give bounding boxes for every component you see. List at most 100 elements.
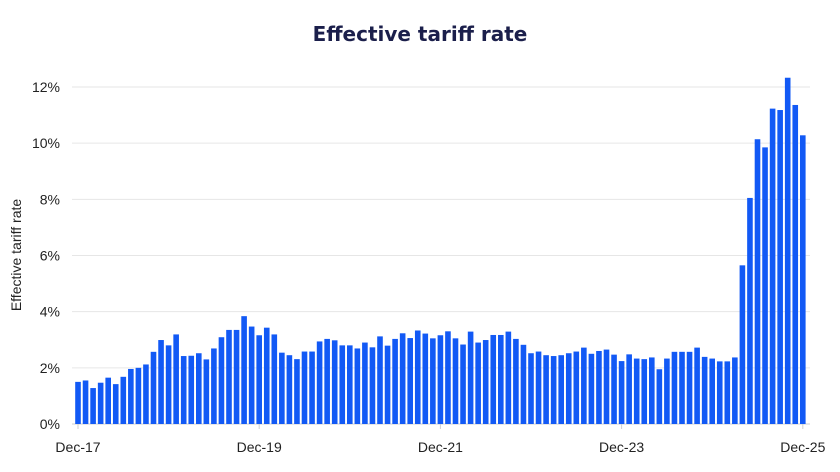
bar xyxy=(430,338,436,424)
chart-title: Effective tariff rate xyxy=(312,22,528,46)
bar xyxy=(573,351,580,424)
bar xyxy=(105,377,111,424)
y-tick-label: 8% xyxy=(40,191,60,207)
bar xyxy=(445,331,451,424)
bar xyxy=(460,344,466,424)
y-tick-label: 6% xyxy=(40,248,60,264)
bar xyxy=(135,367,142,424)
bar xyxy=(694,347,700,424)
bar xyxy=(543,355,549,424)
bar xyxy=(248,326,255,424)
bar xyxy=(520,344,527,424)
bar xyxy=(490,334,497,424)
bar xyxy=(777,110,783,425)
bar xyxy=(513,338,519,424)
bar xyxy=(188,355,195,424)
bar xyxy=(679,351,685,424)
bar xyxy=(482,340,489,424)
bar xyxy=(120,376,127,424)
bar xyxy=(467,331,474,424)
bar xyxy=(301,351,308,424)
bar xyxy=(505,331,512,424)
bar xyxy=(226,329,232,424)
bar xyxy=(309,351,315,424)
bar xyxy=(528,353,534,424)
bar xyxy=(256,335,262,424)
bar xyxy=(475,342,481,424)
bar xyxy=(331,340,338,424)
x-tick-label: Dec-17 xyxy=(55,439,100,455)
bar xyxy=(218,337,225,424)
bar xyxy=(656,369,663,424)
bar xyxy=(701,356,708,424)
bar xyxy=(784,77,791,425)
bar xyxy=(75,381,81,424)
y-tick-label: 2% xyxy=(40,360,60,376)
x-tick-label: Dec-21 xyxy=(418,439,463,455)
bar xyxy=(498,334,504,424)
bar xyxy=(82,380,89,424)
bar xyxy=(452,338,459,424)
bar xyxy=(196,353,202,424)
bar xyxy=(709,358,715,424)
bar xyxy=(384,345,391,424)
bar xyxy=(362,342,368,424)
bar xyxy=(97,382,104,424)
bar xyxy=(316,341,323,424)
bar xyxy=(565,353,572,424)
bar xyxy=(369,347,376,424)
bar xyxy=(769,108,776,424)
bar xyxy=(581,347,587,424)
bar xyxy=(150,351,157,424)
bar xyxy=(286,355,293,424)
bar xyxy=(535,351,542,424)
y-tick-label: 0% xyxy=(40,416,60,432)
bar xyxy=(294,359,300,424)
bar xyxy=(90,388,96,424)
bar xyxy=(792,104,799,425)
bar xyxy=(633,358,640,424)
bar xyxy=(664,358,670,424)
bar xyxy=(128,368,134,424)
bar xyxy=(211,348,217,424)
x-tick-label: Dec-23 xyxy=(599,439,644,455)
bar xyxy=(732,357,738,424)
bar xyxy=(747,197,753,424)
bar xyxy=(112,384,119,424)
bar xyxy=(558,355,564,424)
bar xyxy=(263,327,270,424)
bar xyxy=(422,333,429,424)
bar xyxy=(611,354,617,424)
bar xyxy=(603,349,610,424)
bar xyxy=(324,338,330,424)
bar xyxy=(671,351,678,424)
bar xyxy=(437,335,444,424)
bar xyxy=(279,352,285,424)
bar xyxy=(165,345,172,424)
bar xyxy=(618,361,625,424)
y-tick-label: 12% xyxy=(32,79,60,95)
bar xyxy=(173,334,179,424)
bar xyxy=(739,265,746,424)
bar xyxy=(180,356,187,424)
bar xyxy=(686,351,693,424)
x-tick-label: Dec-25 xyxy=(780,439,825,455)
bar xyxy=(800,135,806,424)
bar xyxy=(377,336,383,424)
bar xyxy=(143,364,149,424)
bar xyxy=(762,147,768,425)
bar xyxy=(588,353,595,424)
bar xyxy=(392,338,398,424)
bar xyxy=(649,357,655,424)
bar xyxy=(158,340,164,424)
bar xyxy=(407,338,413,424)
bar xyxy=(347,345,353,424)
bar xyxy=(233,329,240,424)
bar xyxy=(271,334,278,424)
bar xyxy=(339,345,346,424)
bar xyxy=(550,356,557,424)
bar xyxy=(596,350,602,424)
x-tick-label: Dec-19 xyxy=(237,439,282,455)
y-tick-label: 10% xyxy=(32,135,60,151)
